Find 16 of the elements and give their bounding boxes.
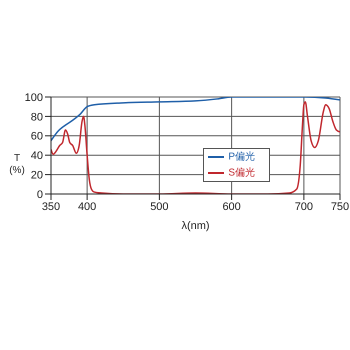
y-tick-label: 40 [30,150,43,162]
y-axis-title: T (%) [9,153,25,176]
x-tick-label: 700 [294,200,314,213]
x-tick-label: 600 [222,200,241,213]
legend-label: S偏光 [228,168,255,179]
y-tick-label: 100 [24,92,43,104]
x-tick-label: 350 [42,200,60,213]
y-tick-label: 0 [36,188,43,201]
x-tick-label: 500 [150,200,169,213]
x-tick-label: 750 [330,200,350,213]
x-tick-label: 400 [78,200,96,213]
x-axis-title: λ(nm) [181,220,210,232]
legend-label: P偏光 [228,152,255,163]
y-tick-label: 20 [30,170,43,182]
y-tick-label: 60 [30,130,43,143]
y-tick-label: 80 [30,111,43,124]
